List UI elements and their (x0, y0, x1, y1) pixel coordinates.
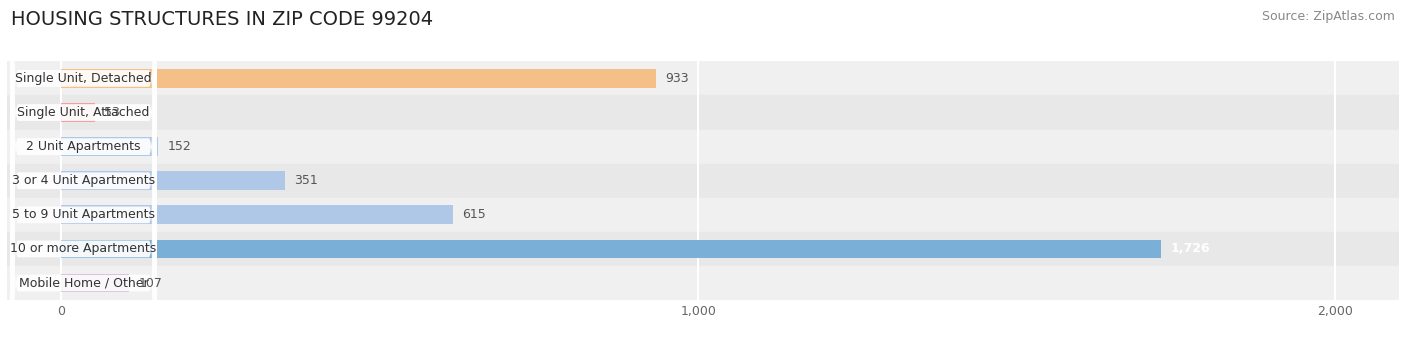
Text: Mobile Home / Other: Mobile Home / Other (18, 277, 148, 290)
Text: 5 to 9 Unit Apartments: 5 to 9 Unit Apartments (13, 208, 155, 221)
Bar (7, 95, 1399, 130)
FancyBboxPatch shape (10, 0, 156, 341)
Text: Single Unit, Attached: Single Unit, Attached (17, 106, 149, 119)
Bar (62, 273, 129, 292)
Bar (62, 172, 285, 190)
Text: Source: ZipAtlas.com: Source: ZipAtlas.com (1261, 10, 1395, 23)
Bar (62, 137, 157, 156)
FancyBboxPatch shape (10, 0, 156, 341)
FancyBboxPatch shape (10, 0, 156, 341)
Text: 3 or 4 Unit Apartments: 3 or 4 Unit Apartments (11, 174, 155, 187)
Bar (7, 232, 1399, 266)
FancyBboxPatch shape (10, 0, 156, 341)
FancyBboxPatch shape (10, 0, 156, 341)
Bar (7, 164, 1399, 198)
Bar (62, 239, 1161, 258)
Bar (7, 61, 1399, 95)
FancyBboxPatch shape (10, 0, 156, 341)
Text: Single Unit, Detached: Single Unit, Detached (15, 72, 152, 85)
Text: 107: 107 (139, 277, 163, 290)
Bar (62, 205, 453, 224)
Bar (7, 266, 1399, 300)
Text: 152: 152 (167, 140, 191, 153)
Text: 53: 53 (104, 106, 121, 119)
Text: 615: 615 (463, 208, 486, 221)
Text: 10 or more Apartments: 10 or more Apartments (10, 242, 156, 255)
Text: 933: 933 (665, 72, 689, 85)
Bar (62, 69, 655, 88)
FancyBboxPatch shape (10, 0, 156, 341)
Text: 2 Unit Apartments: 2 Unit Apartments (27, 140, 141, 153)
Bar (7, 198, 1399, 232)
Bar (7, 130, 1399, 164)
Text: 1,726: 1,726 (1170, 242, 1211, 255)
Text: 351: 351 (294, 174, 318, 187)
Bar (62, 103, 96, 122)
Text: HOUSING STRUCTURES IN ZIP CODE 99204: HOUSING STRUCTURES IN ZIP CODE 99204 (11, 10, 433, 29)
